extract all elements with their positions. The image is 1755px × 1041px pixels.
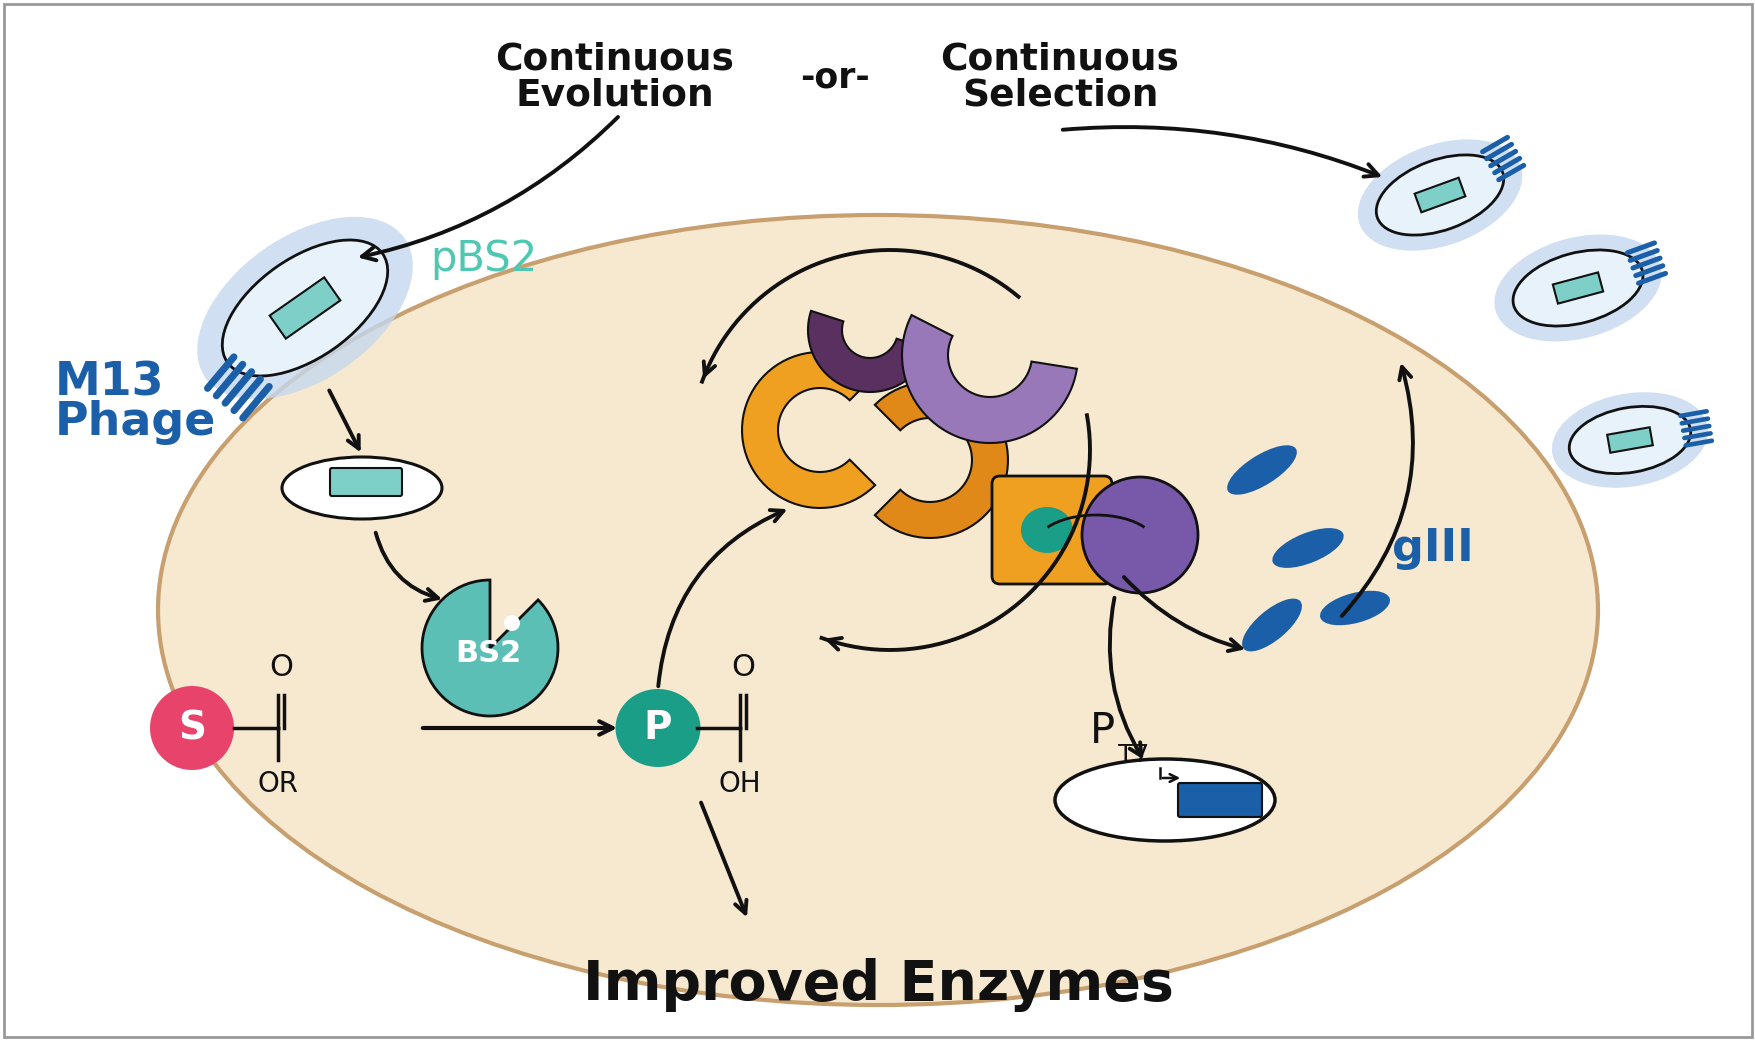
Text: Continuous: Continuous <box>941 42 1179 78</box>
Ellipse shape <box>1320 591 1390 626</box>
Text: S: S <box>177 709 205 747</box>
Ellipse shape <box>1513 250 1643 326</box>
Wedge shape <box>421 580 558 716</box>
Ellipse shape <box>197 217 412 399</box>
Polygon shape <box>807 311 928 392</box>
Ellipse shape <box>616 689 700 767</box>
Text: T7: T7 <box>1118 743 1148 767</box>
Text: O: O <box>730 653 755 682</box>
Ellipse shape <box>1241 599 1300 652</box>
Polygon shape <box>1551 273 1602 304</box>
Text: P: P <box>644 709 672 747</box>
Ellipse shape <box>1272 528 1343 568</box>
Text: gIII: gIII <box>1392 527 1472 569</box>
Ellipse shape <box>1020 507 1072 553</box>
Circle shape <box>149 686 233 770</box>
Text: OR: OR <box>258 770 298 798</box>
Ellipse shape <box>1376 155 1502 235</box>
Text: Improved Enzymes: Improved Enzymes <box>583 958 1172 1012</box>
Circle shape <box>1081 477 1197 593</box>
Text: P: P <box>1090 710 1114 752</box>
Polygon shape <box>1606 427 1651 453</box>
Text: Evolution: Evolution <box>516 78 714 115</box>
Ellipse shape <box>223 240 388 376</box>
FancyBboxPatch shape <box>1178 783 1262 817</box>
Circle shape <box>504 615 519 631</box>
Text: M13: M13 <box>54 360 165 405</box>
Polygon shape <box>270 277 340 338</box>
FancyBboxPatch shape <box>330 468 402 496</box>
Ellipse shape <box>158 215 1597 1005</box>
Polygon shape <box>742 352 874 508</box>
Ellipse shape <box>1551 392 1708 488</box>
Text: Phage: Phage <box>54 400 216 445</box>
Text: -or-: -or- <box>800 60 869 94</box>
Polygon shape <box>902 315 1076 443</box>
Ellipse shape <box>283 457 442 519</box>
Polygon shape <box>874 382 1007 538</box>
Text: Continuous: Continuous <box>495 42 734 78</box>
Text: BS2: BS2 <box>455 638 521 667</box>
Polygon shape <box>1415 178 1464 212</box>
Text: pBS2: pBS2 <box>430 238 537 280</box>
Ellipse shape <box>1569 406 1690 474</box>
Text: Selection: Selection <box>962 78 1158 115</box>
Text: O: O <box>269 653 293 682</box>
Text: OH: OH <box>718 770 762 798</box>
Ellipse shape <box>1055 759 1274 841</box>
Ellipse shape <box>1357 139 1522 251</box>
Ellipse shape <box>1494 234 1660 341</box>
Ellipse shape <box>1227 446 1297 494</box>
FancyBboxPatch shape <box>992 476 1111 584</box>
